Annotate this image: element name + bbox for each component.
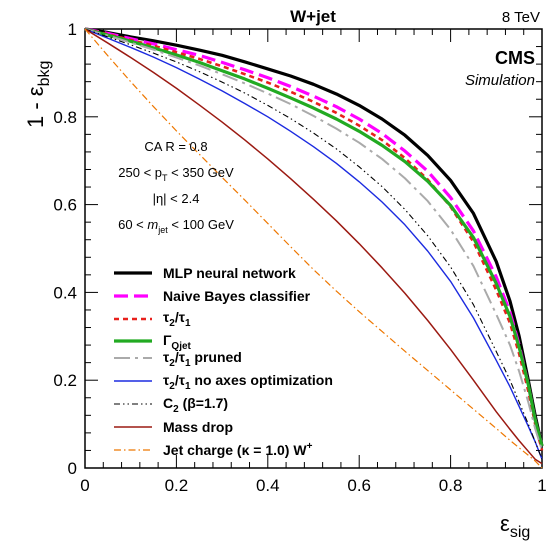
tick-labels: 0 0.2 0.4 0.6 0.8 1 0 0.2 0.4 0.6 0.8 1 xyxy=(53,20,546,495)
cut-mass: 60 < mjet < 100 GeV xyxy=(118,217,234,235)
y-axis-title: 1 - εbkg xyxy=(23,61,53,128)
legend-label-jetcharge: Jet charge (κ = 1.0) W+ xyxy=(163,441,313,458)
cut-pt: 250 < pT < 350 GeV xyxy=(118,165,234,183)
cut-eta: |η| < 2.4 xyxy=(153,191,200,206)
y-tick-label: 0.6 xyxy=(53,196,77,215)
x-tick-label: 0.2 xyxy=(165,476,189,495)
curve-massdrop xyxy=(84,28,543,465)
x-tick-label: 0.4 xyxy=(256,476,280,495)
y-tick-label: 0.4 xyxy=(53,283,77,302)
curve-gamma xyxy=(84,27,544,447)
x-axis-title: εsig xyxy=(500,511,530,541)
curve-mlp xyxy=(84,27,544,447)
legend-label-c2: C2 (β=1.7) xyxy=(163,395,228,415)
simulation-label: Simulation xyxy=(465,72,535,89)
energy-label: 8 TeV xyxy=(502,9,540,26)
y-tick-label: 0.8 xyxy=(53,108,77,127)
chart-title: W+jet xyxy=(290,7,336,26)
curve-tau21_noaxes xyxy=(84,28,543,460)
plot-frame xyxy=(84,28,543,469)
curve-c2 xyxy=(84,28,543,460)
curve-jetcharge xyxy=(84,28,543,469)
y-tick-label: 0.2 xyxy=(53,371,77,390)
legend: MLP neural network Naive Bayes classifie… xyxy=(114,265,333,458)
curve-tau21_pruned xyxy=(84,28,543,451)
axis-ticks xyxy=(84,28,543,469)
cut-ca: CA R = 0.8 xyxy=(144,139,207,154)
x-tick-label: 1 xyxy=(537,476,546,495)
legend-label-tau21: τ2/τ1 xyxy=(163,309,191,329)
legend-label-tau21-noaxes: τ2/τ1 no axes optimization xyxy=(163,372,333,392)
legend-label-gamma: ΓQjet xyxy=(163,332,192,352)
roc-curves xyxy=(84,27,544,469)
x-tick-label: 0.8 xyxy=(439,476,463,495)
x-tick-label: 0 xyxy=(80,476,89,495)
curve-tau21 xyxy=(84,27,544,451)
x-tick-label: 0.6 xyxy=(347,476,371,495)
cms-label: CMS xyxy=(495,48,535,68)
legend-label-nb: Naive Bayes classifier xyxy=(163,288,311,304)
y-tick-label: 0 xyxy=(68,459,77,478)
cut-text: CA R = 0.8 250 < pT < 350 GeV |η| < 2.4 … xyxy=(118,139,234,235)
legend-label-mlp: MLP neural network xyxy=(163,265,296,281)
y-tick-label: 1 xyxy=(68,20,77,39)
legend-label-tau21-pruned: τ2/τ1 pruned xyxy=(163,349,242,369)
legend-label-massdrop: Mass drop xyxy=(163,419,233,435)
